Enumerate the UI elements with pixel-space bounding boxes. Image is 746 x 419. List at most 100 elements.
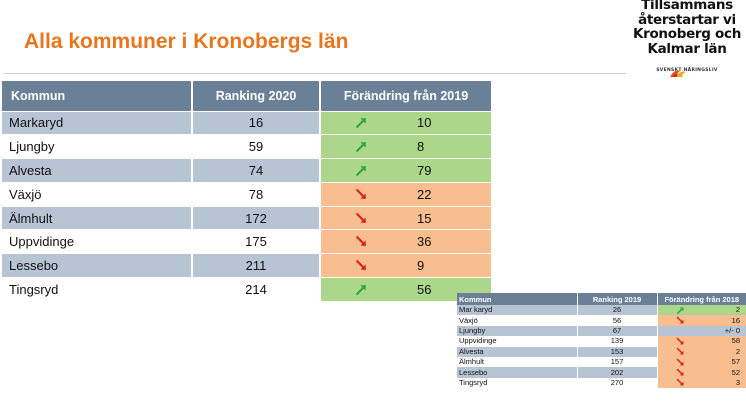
logo-line-4: Kalmar län	[647, 40, 727, 57]
kommun-cell: Växjö	[457, 315, 578, 326]
table-row: Alvesta 153 2	[457, 346, 746, 357]
column-header-ranking: Ranking 2020	[192, 81, 321, 111]
table-row: Uppvidinge 139 58	[457, 336, 746, 347]
column-header-kommun: Kommun	[457, 293, 578, 305]
campaign-logo: Tillsammans återstartar vi Kronoberg och…	[628, 0, 746, 92]
kommun-cell: Lessebo	[457, 367, 578, 378]
arrow-down-right-icon	[355, 212, 366, 223]
change-value: 9	[417, 258, 425, 274]
change-value: 3	[735, 377, 740, 387]
ranking-cell: 59	[192, 134, 321, 159]
change-cell: 79	[320, 158, 491, 183]
kommun-cell: Mar karyd	[457, 305, 578, 316]
ranking-cell: 67	[577, 325, 658, 337]
change-value: 16	[731, 315, 740, 325]
arrow-up-right-icon	[355, 166, 366, 176]
change-cell: 2	[657, 305, 746, 316]
table-row: Ljungby 67 +/- 0	[457, 325, 746, 337]
ranking-cell: 175	[192, 229, 321, 254]
table-row: Tingsryd 270 3	[457, 377, 746, 389]
title-divider	[4, 73, 626, 74]
change-value: 8	[417, 139, 425, 155]
change-direction	[660, 378, 702, 387]
column-header-change: Förändring från 2019	[320, 81, 491, 111]
flame-icon	[670, 70, 686, 77]
column-header-change: Förändring från 2018	[657, 293, 746, 305]
change-value: 2	[735, 346, 740, 356]
change-cell: 15	[320, 205, 491, 230]
ranking-cell: 74	[192, 158, 321, 183]
change-direction	[321, 140, 401, 153]
logo-line-3: Kronoberg och	[632, 26, 742, 42]
change-direction	[660, 368, 702, 377]
change-cell: +/- 0	[657, 325, 746, 337]
arrow-down-right-icon	[676, 337, 684, 345]
change-direction	[660, 358, 702, 367]
table-row: Växjö 78 22	[2, 181, 491, 207]
arrow-down-right-icon	[355, 188, 366, 199]
change-direction	[660, 316, 702, 325]
kommun-cell: Tingsryd	[457, 377, 578, 389]
table-row: Uppvidinge 175 36	[2, 229, 491, 254]
change-cell: 10	[320, 110, 491, 135]
change-value: 10	[417, 115, 432, 131]
kommun-cell: Uppvidinge	[2, 229, 193, 254]
logo-line-2: återstartar vi	[638, 11, 736, 28]
kommun-cell: Markaryd	[2, 110, 193, 135]
change-cell: 58	[657, 336, 746, 347]
table-header-row: Kommun Ranking 2019 Förändring från 2018	[457, 293, 746, 305]
arrow-up-right-icon	[355, 118, 366, 129]
arrow-up-right-icon	[355, 142, 366, 153]
table-row: Lessebo 202 52	[457, 367, 746, 378]
column-header-ranking: Ranking 2019	[577, 293, 658, 305]
change-cell: 22	[320, 181, 491, 207]
change-cell: 16	[657, 315, 746, 326]
arrow-down-right-icon	[676, 358, 684, 366]
kommun-cell: Uppvidinge	[457, 336, 578, 347]
kommun-cell: Älmhult	[2, 205, 193, 230]
ranking-2019-table: Kommun Ranking 2019 Förändring från 2018…	[457, 293, 746, 389]
change-direction	[660, 306, 702, 315]
change-value: 2	[735, 305, 740, 315]
change-cell: 57	[657, 356, 746, 368]
kommun-cell: Alvesta	[2, 158, 193, 183]
arrow-down-right-icon	[676, 316, 684, 324]
ranking-cell: 214	[192, 277, 321, 302]
change-value: 57	[731, 357, 740, 367]
ranking-cell: 26	[577, 305, 658, 316]
change-value: +/- 0	[724, 325, 740, 335]
change-direction	[321, 212, 401, 225]
ranking-cell: 78	[192, 181, 321, 207]
change-value: 52	[731, 367, 740, 377]
slide-title: Alla kommuner i Kronobergs län	[24, 30, 349, 53]
kommun-cell: Lessebo	[2, 253, 193, 278]
table-row: Mar karyd 26 2	[457, 305, 746, 316]
arrow-down-right-icon	[355, 236, 366, 247]
change-cell: 3	[657, 377, 746, 389]
change-cell: 52	[657, 367, 746, 378]
logo-line-1: Tillsammans	[641, 0, 733, 13]
ranking-cell: 157	[577, 356, 658, 368]
ranking-cell: 202	[577, 367, 658, 378]
kommun-cell: Tingsryd	[2, 277, 193, 302]
change-direction	[321, 283, 401, 296]
ranking-cell: 270	[577, 377, 658, 389]
change-direction	[321, 259, 401, 272]
ranking-cell: 56	[577, 315, 658, 326]
arrow-down-right-icon	[355, 260, 366, 271]
change-value: 15	[417, 210, 432, 226]
change-cell: 36	[320, 229, 491, 254]
change-direction	[321, 116, 401, 129]
change-value: 22	[417, 186, 432, 202]
change-direction	[321, 235, 401, 248]
kommun-cell: Ljungby	[2, 134, 193, 159]
change-cell: 9	[320, 253, 491, 278]
kommun-cell: Ljungby	[457, 325, 578, 337]
ranking-cell: 153	[577, 346, 658, 357]
kommun-cell: Älmhult	[457, 356, 578, 368]
arrow-down-right-icon	[676, 348, 684, 355]
arrow-up-right-icon	[676, 307, 684, 314]
change-value: 36	[417, 234, 432, 250]
table-row: Alvesta 74 79	[2, 158, 491, 183]
kommun-cell: Alvesta	[457, 346, 578, 357]
